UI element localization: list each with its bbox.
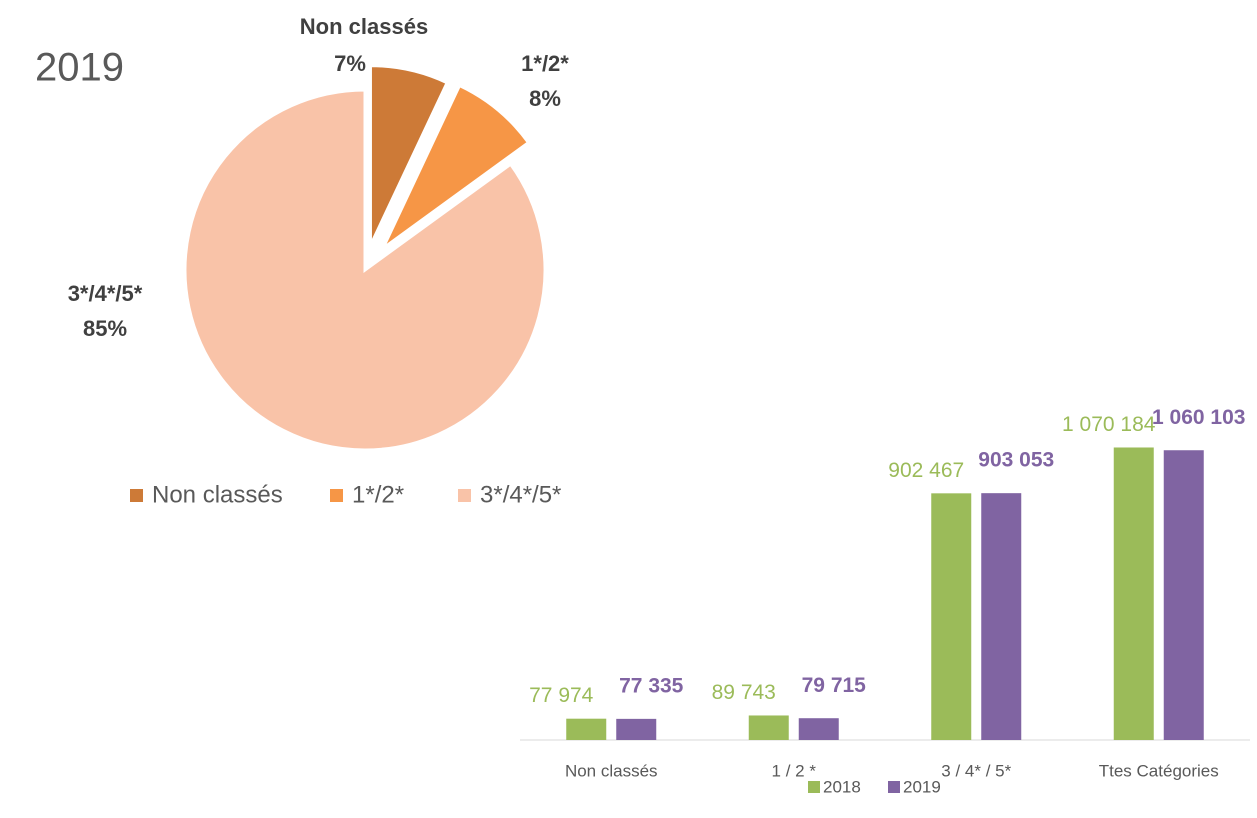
- legend-label: 3*/4*/5*: [480, 481, 561, 508]
- bar-value-label: 77 335: [619, 674, 684, 697]
- x-tick-label: Ttes Catégories: [1099, 761, 1219, 780]
- bar: [931, 493, 972, 740]
- bar-value-label: 79 715: [802, 674, 867, 697]
- legend-swatch: [458, 489, 471, 502]
- bar: [798, 718, 839, 740]
- pie-slice: [368, 64, 450, 247]
- legend-label: 2018: [823, 777, 861, 796]
- bar: [1163, 450, 1204, 740]
- legend-swatch: [888, 781, 900, 793]
- slice-label-name: 3*/4*/5*: [68, 281, 143, 306]
- bar: [748, 715, 789, 740]
- bar: [616, 718, 657, 740]
- legend-label: 1*/2*: [352, 481, 404, 508]
- legend-swatch: [130, 489, 143, 502]
- slice-label-name: Non classés: [300, 14, 428, 39]
- pie-slice: [381, 83, 531, 250]
- x-tick-label: Non classés: [565, 761, 658, 780]
- pie-title: 2019: [35, 46, 124, 90]
- bar-value-label: 77 974: [529, 684, 594, 707]
- x-tick-label: 3 / 4* / 5*: [941, 761, 1011, 780]
- slice-label-name: 1*/2*: [521, 51, 569, 76]
- legend-label: Non classés: [152, 481, 283, 508]
- slice-label-value: 8%: [529, 86, 561, 111]
- bar: [981, 493, 1022, 740]
- legend-swatch: [808, 781, 820, 793]
- pie-slice: [183, 88, 547, 452]
- bar-value-label: 1 060 103: [1152, 406, 1245, 429]
- bar: [1113, 447, 1154, 740]
- bar-value-label: 902 467: [888, 459, 964, 482]
- x-tick-label: 1 / 2 *: [772, 761, 817, 780]
- legend-swatch: [330, 489, 343, 502]
- bar-value-label: 903 053: [978, 449, 1054, 472]
- legend-label: 2019: [903, 777, 941, 796]
- slice-label-value: 7%: [334, 51, 366, 76]
- bar: [566, 718, 607, 740]
- bar-value-label: 1 070 184: [1062, 413, 1156, 436]
- bar-value-label: 89 743: [712, 681, 776, 704]
- slice-label-value: 85%: [83, 316, 127, 341]
